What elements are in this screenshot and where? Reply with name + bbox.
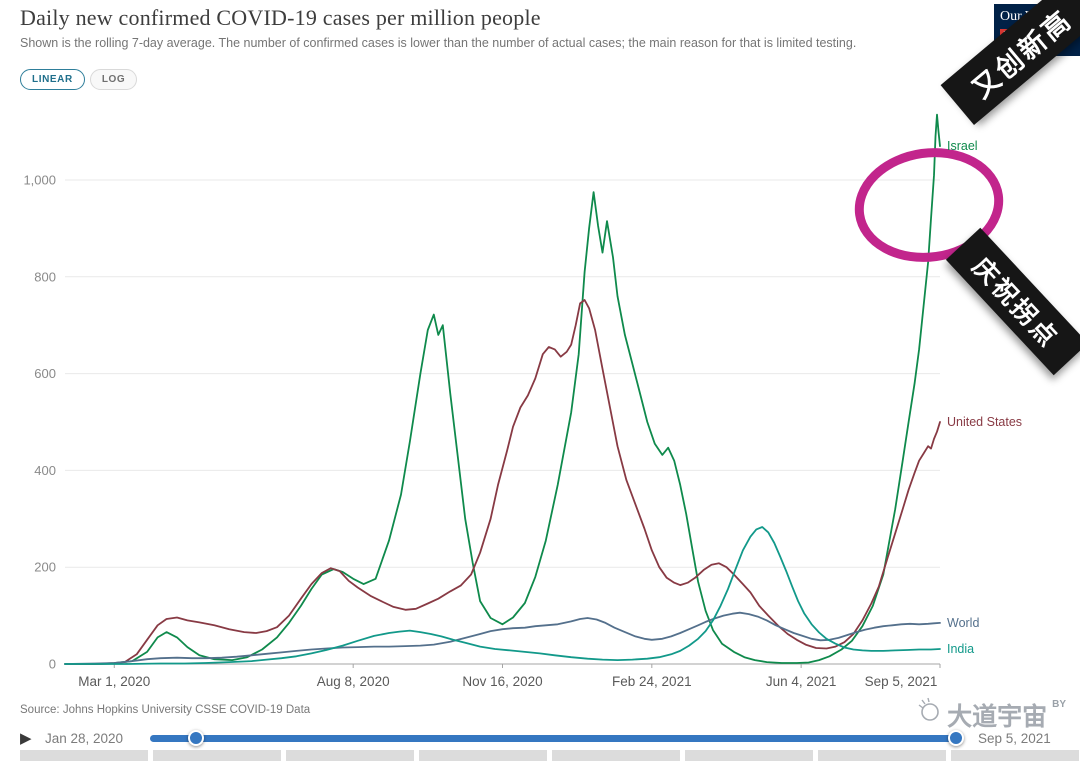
y-tick-label: 800 (34, 269, 56, 284)
play-button[interactable]: ▶ (20, 730, 32, 747)
x-tick-label: Aug 8, 2020 (317, 674, 390, 689)
grid-layer: 0 200 400 600 800 1,000 (23, 173, 940, 672)
y-tick-label: 1,000 (23, 173, 56, 188)
x-tick-label: Sep 5, 2021 (865, 674, 938, 689)
axis-layer: Mar 1, 2020 Aug 8, 2020 Nov 16, 2020 Feb 24… (78, 664, 941, 689)
series-line-united-states[interactable] (64, 299, 941, 665)
log-scale-button[interactable]: LOG (89, 69, 138, 90)
y-tick-label: 600 (34, 366, 56, 381)
linear-scale-button[interactable]: LINEAR (20, 69, 85, 90)
watermark-text: 大道宇宙 (947, 703, 1048, 731)
timeline-slider[interactable] (150, 730, 964, 746)
timeline-start-date: Jan 28, 2020 (45, 731, 124, 746)
y-tick-label: 400 (34, 463, 56, 478)
slider-handle-end[interactable] (948, 730, 964, 746)
x-tick-label: Mar 1, 2020 (78, 674, 150, 689)
table-header-strip (20, 750, 1080, 761)
series-line-india[interactable] (64, 526, 941, 665)
x-tick-label: Jun 4, 2021 (766, 674, 837, 689)
series-line-israel[interactable] (64, 113, 941, 665)
chart-subtitle: Shown is the rolling 7-day average. The … (20, 36, 857, 50)
highlight-circle-annotation (854, 148, 1004, 262)
slider-handle-start[interactable] (188, 730, 204, 746)
timeline-end-date: Sep 5, 2021 (978, 731, 1051, 746)
y-tick-label: 200 (34, 560, 56, 575)
series-labels-layer: Israel United States World India (947, 139, 1022, 656)
source-text: Source: Johns Hopkins University CSSE CO… (20, 704, 311, 716)
x-tick-label: Nov 16, 2020 (462, 674, 542, 689)
x-tick-label: Feb 24, 2021 (612, 674, 692, 689)
series-label-india[interactable]: India (947, 642, 974, 656)
watermark-by: BY (1052, 699, 1066, 710)
series-label-israel[interactable]: Israel (947, 139, 978, 153)
series-label-world[interactable]: World (947, 616, 979, 630)
series-line-world[interactable] (64, 611, 941, 665)
watermark-logo-icon (918, 697, 939, 721)
y-tick-label: 0 (49, 657, 56, 672)
page-title: Daily new confirmed COVID-19 cases per m… (20, 5, 541, 30)
watermark: 大道宇宙 BY (916, 697, 1066, 733)
series-layer (64, 113, 941, 665)
series-label-united-states[interactable]: United States (947, 415, 1022, 429)
scale-toggle: LINEAR LOG (20, 69, 138, 90)
